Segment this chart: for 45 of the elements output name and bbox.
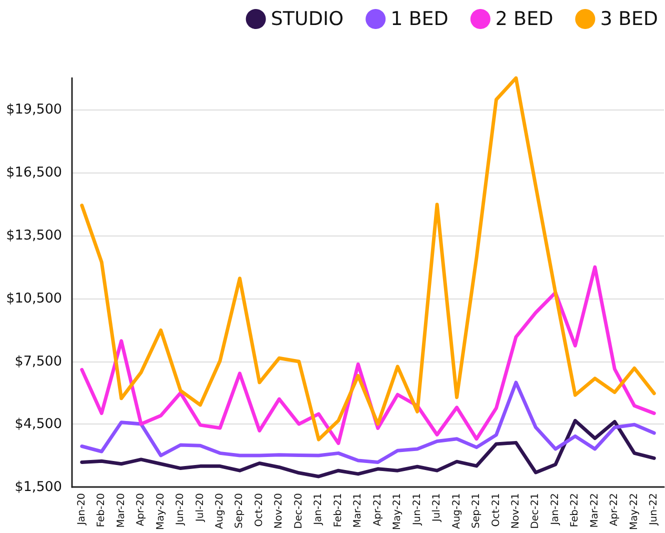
y-tick-label: $1,500 [14, 479, 62, 496]
x-tick-label: Apr-20 [136, 493, 147, 526]
legend-label: STUDIO [270, 8, 344, 30]
x-tick-label: Jan-22 [550, 493, 561, 526]
y-tick-label: $7,500 [14, 353, 62, 370]
x-tick-label: Mar-22 [589, 493, 600, 528]
x-tick-label: Feb-22 [570, 493, 581, 528]
x-tick-label: Mar-20 [116, 493, 127, 528]
x-tick-label: Aug-20 [214, 493, 226, 530]
x-tick-label: Jul-20 [194, 493, 206, 523]
x-tick-label: Jan-21 [313, 493, 324, 526]
x-tick-label: Dec-21 [530, 493, 542, 529]
x-tick-label: May-20 [155, 493, 166, 530]
y-tick-label: $10,500 [6, 290, 62, 306]
x-tick-label: Feb-20 [96, 493, 108, 528]
x-tick-label: Jun-20 [175, 493, 186, 526]
line-series [80, 265, 656, 446]
y-tick-label: $16,500 [6, 164, 62, 180]
x-tick-label: Oct-20 [254, 493, 265, 527]
x-tick-label: Apr-22 [609, 493, 620, 526]
x-tick-label: Oct-21 [490, 493, 502, 527]
x-tick-label: Jun-21 [412, 493, 423, 526]
x-tick-label: Nov-21 [510, 493, 522, 529]
x-tick-label: May-21 [392, 493, 404, 530]
legend-label: 2 BED [495, 8, 554, 30]
x-tick-label: Feb-21 [332, 493, 344, 528]
x-tick-label: Dec-20 [293, 493, 304, 529]
legend-label: 1 BED [390, 8, 448, 30]
y-tick-label: $19,500 [6, 101, 62, 118]
x-tick-label: Mar-21 [352, 493, 364, 528]
x-tick-label: Jun-22 [648, 493, 660, 526]
x-tick-label: Nov-20 [274, 493, 285, 529]
x-tick-label: Jan-20 [76, 493, 88, 526]
x-tick-label: Aug-21 [451, 493, 462, 530]
x-tick-label: Sep-20 [234, 493, 246, 528]
x-tick-label: Apr-21 [372, 493, 384, 526]
legend-label: 3 BED [600, 8, 658, 30]
line-series [80, 76, 656, 442]
y-tick-label: $4,500 [14, 416, 62, 432]
y-tick-label: $13,500 [6, 227, 62, 244]
x-tick-label: Sep-21 [471, 493, 482, 528]
x-tick-label: Jul-21 [432, 493, 443, 523]
x-tick-label: May-22 [628, 493, 640, 530]
line-series [80, 418, 656, 478]
line-series [80, 380, 656, 464]
